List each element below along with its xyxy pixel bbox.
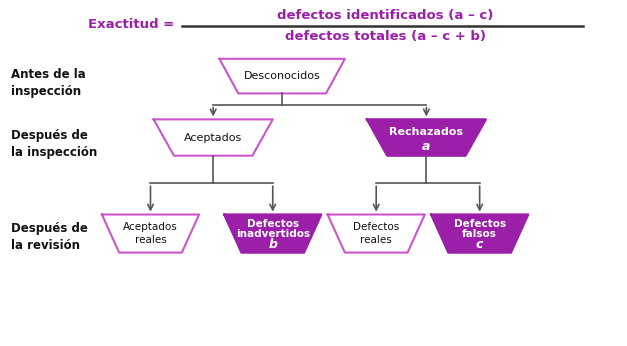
Text: Antes de la
inspección: Antes de la inspección	[11, 68, 86, 98]
Text: Rechazados: Rechazados	[389, 127, 463, 137]
Polygon shape	[219, 59, 345, 93]
Text: Defectos
reales: Defectos reales	[353, 222, 399, 245]
Text: falsos: falsos	[462, 229, 497, 239]
Text: a: a	[422, 140, 431, 153]
Polygon shape	[367, 119, 486, 156]
Text: c: c	[476, 238, 483, 252]
Text: Defectos: Defectos	[453, 219, 506, 229]
Text: Exactitud =: Exactitud =	[88, 18, 179, 31]
Text: Desconocidos: Desconocidos	[244, 71, 320, 81]
Text: Defectos: Defectos	[246, 219, 299, 229]
Text: defectos totales (a – c + b): defectos totales (a – c + b)	[285, 30, 486, 43]
Text: Aceptados: Aceptados	[184, 133, 242, 143]
Text: Después de
la inspección: Después de la inspección	[11, 129, 98, 158]
Polygon shape	[431, 215, 529, 253]
Text: b: b	[268, 238, 277, 252]
Polygon shape	[328, 215, 425, 253]
Text: Aceptados
reales: Aceptados reales	[123, 222, 178, 245]
Text: defectos identificados (a – c): defectos identificados (a – c)	[277, 9, 494, 22]
Polygon shape	[224, 215, 322, 253]
Text: Después de
la revisión: Después de la revisión	[11, 222, 88, 252]
Polygon shape	[102, 215, 199, 253]
Text: inadvertidos: inadvertidos	[236, 229, 310, 238]
Polygon shape	[154, 119, 273, 156]
